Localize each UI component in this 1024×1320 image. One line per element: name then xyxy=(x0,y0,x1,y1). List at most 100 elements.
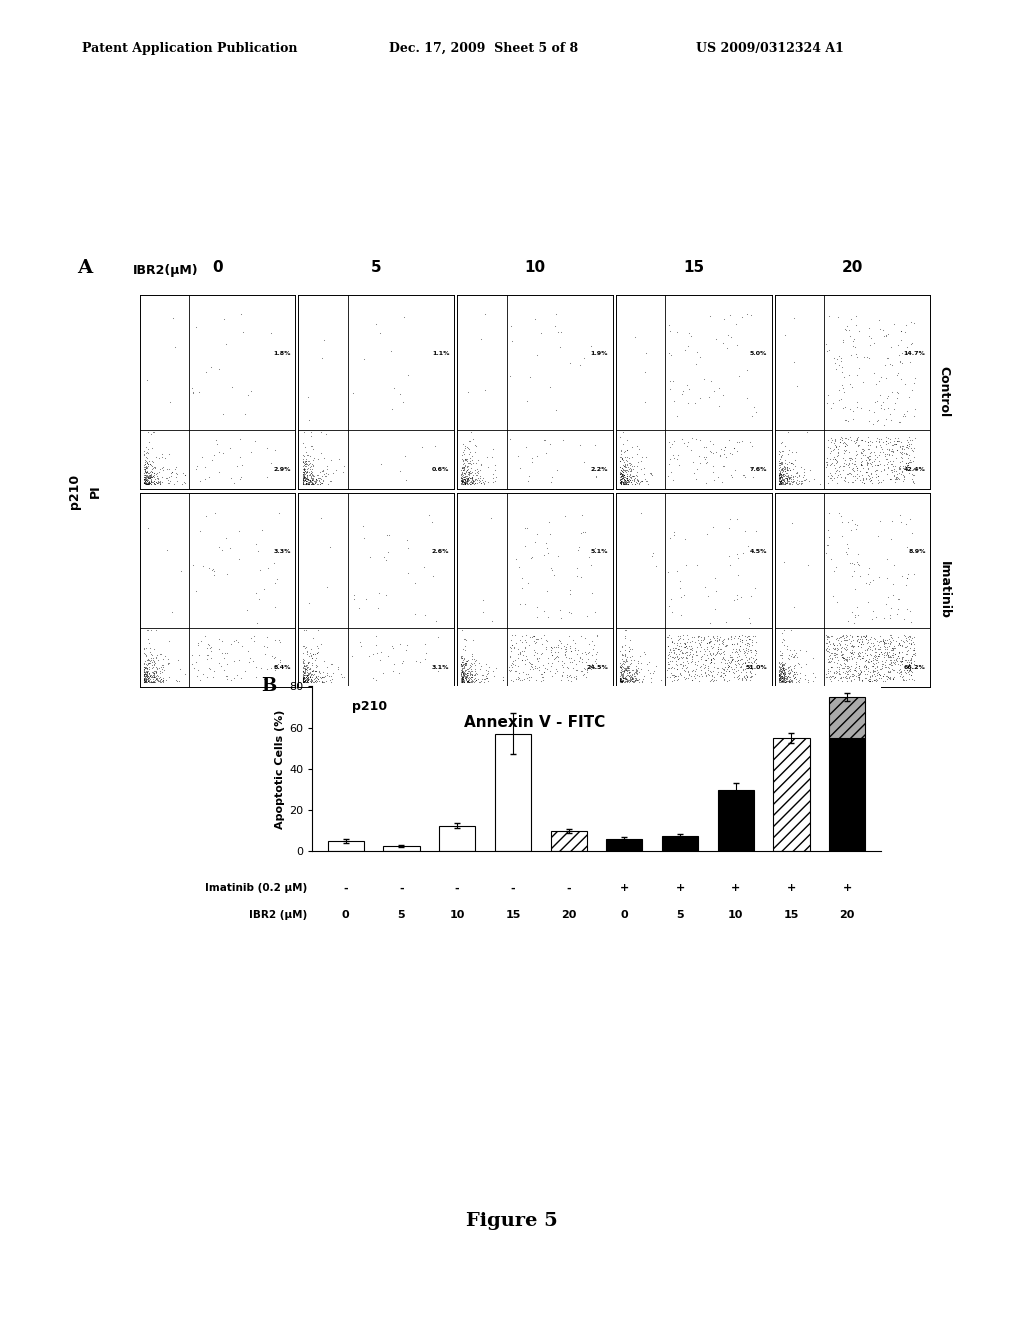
Point xyxy=(684,645,700,667)
Point xyxy=(642,663,658,684)
Point xyxy=(893,321,909,342)
Point xyxy=(467,469,483,490)
Point xyxy=(311,671,328,692)
Point xyxy=(660,466,677,487)
Point xyxy=(818,639,835,660)
Point xyxy=(295,671,311,692)
Point xyxy=(901,387,918,408)
Point xyxy=(139,474,156,495)
Point xyxy=(222,669,239,690)
Point xyxy=(630,436,646,457)
Point xyxy=(671,639,687,660)
Point xyxy=(536,601,552,622)
Point xyxy=(145,470,162,491)
Point xyxy=(883,652,899,673)
Point xyxy=(680,432,696,453)
Point xyxy=(723,647,739,668)
Point xyxy=(503,640,519,661)
Point xyxy=(614,663,631,684)
Point xyxy=(455,656,471,677)
Point xyxy=(898,660,914,681)
Point xyxy=(296,652,312,673)
Point xyxy=(169,671,185,692)
Point xyxy=(772,470,788,491)
Point xyxy=(744,647,761,668)
Point xyxy=(613,657,630,678)
Point xyxy=(461,672,477,693)
Point xyxy=(841,457,857,478)
Point xyxy=(454,659,470,680)
Point xyxy=(842,325,858,346)
Point xyxy=(865,569,882,590)
Point xyxy=(879,449,895,470)
Point xyxy=(461,667,477,688)
Point xyxy=(732,656,749,677)
Point xyxy=(540,606,556,627)
Point xyxy=(301,465,317,486)
Point xyxy=(177,465,194,486)
Point xyxy=(783,671,800,692)
Point xyxy=(613,461,630,482)
Point xyxy=(773,659,790,680)
Point xyxy=(880,656,896,677)
Point xyxy=(686,462,702,483)
Point xyxy=(648,556,665,577)
Point xyxy=(145,421,162,442)
Point xyxy=(467,470,483,491)
Point xyxy=(859,458,876,479)
Point xyxy=(579,661,595,682)
Point xyxy=(300,664,316,685)
Point xyxy=(298,667,314,688)
Point xyxy=(299,655,315,676)
Point xyxy=(664,671,680,692)
Point xyxy=(643,668,659,689)
Point xyxy=(296,453,312,474)
Point xyxy=(458,649,474,671)
Point xyxy=(851,434,867,455)
Point xyxy=(624,639,640,660)
Point xyxy=(838,636,854,657)
Point xyxy=(528,669,545,690)
Point xyxy=(528,631,545,652)
Point xyxy=(612,671,629,692)
Point xyxy=(397,445,414,466)
Point xyxy=(671,643,687,664)
Point xyxy=(861,661,878,682)
Point xyxy=(826,635,843,656)
Point xyxy=(854,626,870,647)
Point xyxy=(819,660,836,681)
Point xyxy=(219,653,236,675)
Point xyxy=(720,656,736,677)
Point xyxy=(717,652,733,673)
Point xyxy=(617,659,634,680)
Point xyxy=(296,458,312,479)
Point xyxy=(878,649,894,671)
Point xyxy=(863,651,880,672)
Point xyxy=(305,664,322,685)
Point xyxy=(867,649,884,671)
Point xyxy=(851,669,867,690)
Point xyxy=(840,660,856,681)
Point xyxy=(679,660,695,681)
Point xyxy=(154,655,170,676)
Point xyxy=(905,631,922,652)
Point xyxy=(634,471,650,492)
Point xyxy=(822,462,839,483)
Point xyxy=(612,469,629,490)
Point xyxy=(690,651,707,672)
Point xyxy=(145,663,162,684)
Point xyxy=(820,626,837,647)
Point xyxy=(540,648,556,669)
Point xyxy=(312,442,329,463)
Point xyxy=(589,642,605,663)
Point xyxy=(298,672,314,693)
Point xyxy=(734,668,751,689)
Point xyxy=(502,429,518,450)
Point xyxy=(183,644,200,665)
Point xyxy=(903,645,920,667)
Point xyxy=(568,660,585,681)
Point xyxy=(693,636,710,657)
Point xyxy=(901,433,918,454)
Point xyxy=(295,672,311,693)
Point xyxy=(510,655,526,676)
